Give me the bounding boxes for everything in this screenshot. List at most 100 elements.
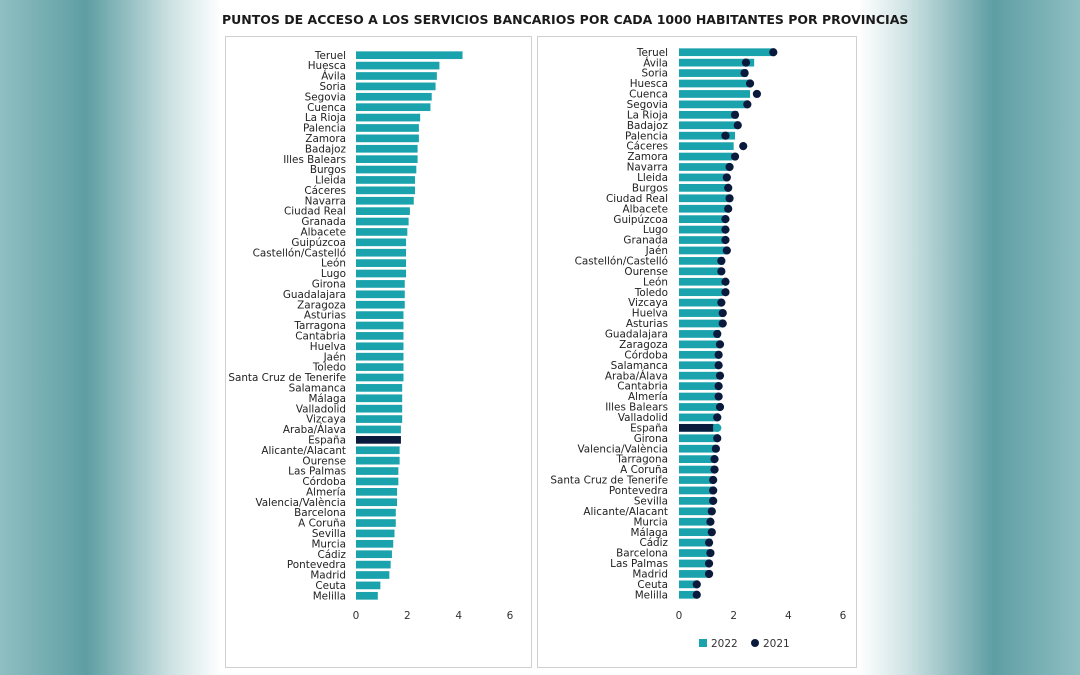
dot-2021-segovia (743, 100, 752, 109)
category-label-toledo: Toledo (312, 362, 346, 374)
dot-2021-barcelona (706, 548, 715, 558)
bar-badajoz (679, 121, 737, 130)
dot-2021-guipuzcoa (721, 215, 730, 224)
category-label-araba-alava: Araba/Álava (605, 369, 668, 382)
dot-2021-guadalajara (713, 329, 722, 339)
bar-melilla (356, 591, 378, 600)
category-label-valladolid: Valladolid (618, 412, 668, 424)
dot-2021-ciudad-real (725, 194, 734, 203)
dot-2021-ourense (717, 267, 726, 276)
dot-2021-almeria (714, 392, 723, 401)
bar-guadalajara (679, 330, 720, 338)
category-label-cantabria: Cantabria (617, 381, 668, 393)
dot-2021-araba-alava (715, 371, 725, 380)
bar-vizcaya (356, 415, 403, 423)
bar-burgos (679, 183, 729, 192)
dot-2021-castellon-castello (717, 256, 726, 265)
category-label-espana: España (308, 434, 346, 446)
bar-caceres (679, 142, 734, 150)
dot-2021-melilla (692, 590, 701, 599)
bar-a-coruna (679, 465, 715, 474)
category-label-zaragoza: Zaragoza (619, 339, 668, 351)
dot-2021-a-coruna (710, 465, 719, 474)
category-label-murcia: Murcia (633, 516, 668, 528)
category-label-valladolid: Valladolid (296, 403, 346, 415)
category-label-illes-balears: Illes Balears (605, 402, 668, 414)
category-label-guipuzcoa: Guipúzcoa (291, 237, 346, 249)
category-label-cadiz: Cádiz (317, 549, 346, 561)
bar-ciudad-real (679, 194, 729, 203)
category-label-santa-cruz-de-tenerife: Santa Cruz de Tenerife (228, 372, 346, 384)
x-tick-label-2: 2 (404, 610, 411, 622)
dot-2021-la-rioja (730, 110, 740, 119)
category-label-huelva: Huelva (310, 341, 346, 353)
bar-espana (356, 436, 401, 444)
dot-2021-vizcaya (717, 298, 726, 307)
bar-zaragoza (356, 300, 405, 309)
dot-2021-cadiz (704, 538, 714, 547)
category-label-guipuzcoa: Guipúzcoa (613, 214, 668, 226)
category-label-huelva: Huelva (632, 308, 668, 320)
category-label-cantabria: Cantabria (295, 330, 346, 342)
category-label-ciudad-real: Ciudad Real (284, 206, 346, 218)
bar-granada (679, 236, 726, 244)
category-label-segovia: Segovia (627, 99, 668, 111)
dot-2021-ceuta (692, 580, 701, 589)
category-label-lugo: Lugo (321, 268, 346, 280)
bar-badajoz (356, 144, 418, 153)
dot-2021-leon (721, 277, 730, 286)
dot-2021-pontevedra (709, 486, 718, 495)
category-label-avila: Ávila (643, 56, 668, 69)
category-label-cadiz: Cádiz (639, 537, 668, 549)
bar-araba-alava (679, 371, 719, 380)
category-label-cordoba: Córdoba (302, 476, 346, 488)
bar-la-rioja (679, 110, 738, 119)
bar-cantabria (679, 382, 719, 390)
bar-cadiz (679, 538, 712, 547)
dot-2021-cuenca (752, 89, 761, 99)
category-label-granada: Granada (623, 235, 668, 247)
category-label-zamora: Zamora (305, 133, 346, 145)
category-label-lugo: Lugo (643, 224, 668, 236)
bar-araba-alava (356, 425, 401, 434)
dot-2021-zamora (730, 152, 740, 161)
bar-cordoba (356, 477, 399, 486)
category-label-guadalajara: Guadalajara (283, 289, 346, 301)
bar-madrid (356, 571, 390, 579)
dot-2021-navarra (725, 162, 734, 172)
category-label-leon: León (643, 276, 668, 288)
dot-2021-cantabria (714, 382, 723, 391)
category-label-leon: León (321, 258, 346, 270)
bar-valladolid (356, 404, 403, 413)
dot-2021-alicante-alacant (707, 507, 716, 516)
bar-santa-cruz-de-tenerife (679, 476, 715, 484)
category-label-a-coruna: A Coruña (298, 518, 346, 530)
bar-alicante-alacant (679, 507, 714, 516)
bar-salamanca (356, 384, 403, 392)
category-label-ceuta: Ceuta (315, 580, 346, 592)
dot-2021-murcia (706, 517, 715, 526)
chart-title: PUNTOS DE ACCESO A LOS SERVICIOS BANCARI… (222, 12, 909, 27)
category-label-navarra: Navarra (627, 162, 668, 174)
category-label-malaga: Málaga (630, 527, 668, 539)
category-label-huesca: Huesca (630, 78, 668, 90)
category-label-girona: Girona (312, 279, 346, 291)
category-label-cordoba: Córdoba (624, 349, 668, 361)
category-label-vizcaya: Vizcaya (628, 297, 668, 309)
category-label-melilla: Melilla (313, 590, 346, 602)
category-label-tarragona: Tarragona (293, 320, 346, 332)
category-label-asturias: Asturias (304, 310, 346, 322)
bar-soria (679, 69, 748, 77)
bar-huelva (356, 342, 404, 351)
dot-2021-caceres (739, 142, 748, 151)
category-label-badajoz: Badajoz (627, 120, 668, 132)
dot-2021-asturias (718, 319, 727, 328)
bar-guipuzcoa (356, 238, 407, 247)
bar-asturias (679, 319, 722, 328)
category-label-ceuta: Ceuta (637, 579, 668, 591)
dot-2021-malaga (707, 528, 716, 537)
dot-2021-las-palmas (704, 559, 714, 568)
bar-lleida (679, 173, 729, 182)
bar-murcia (679, 517, 712, 526)
bar-valencia-valencia (679, 444, 716, 453)
